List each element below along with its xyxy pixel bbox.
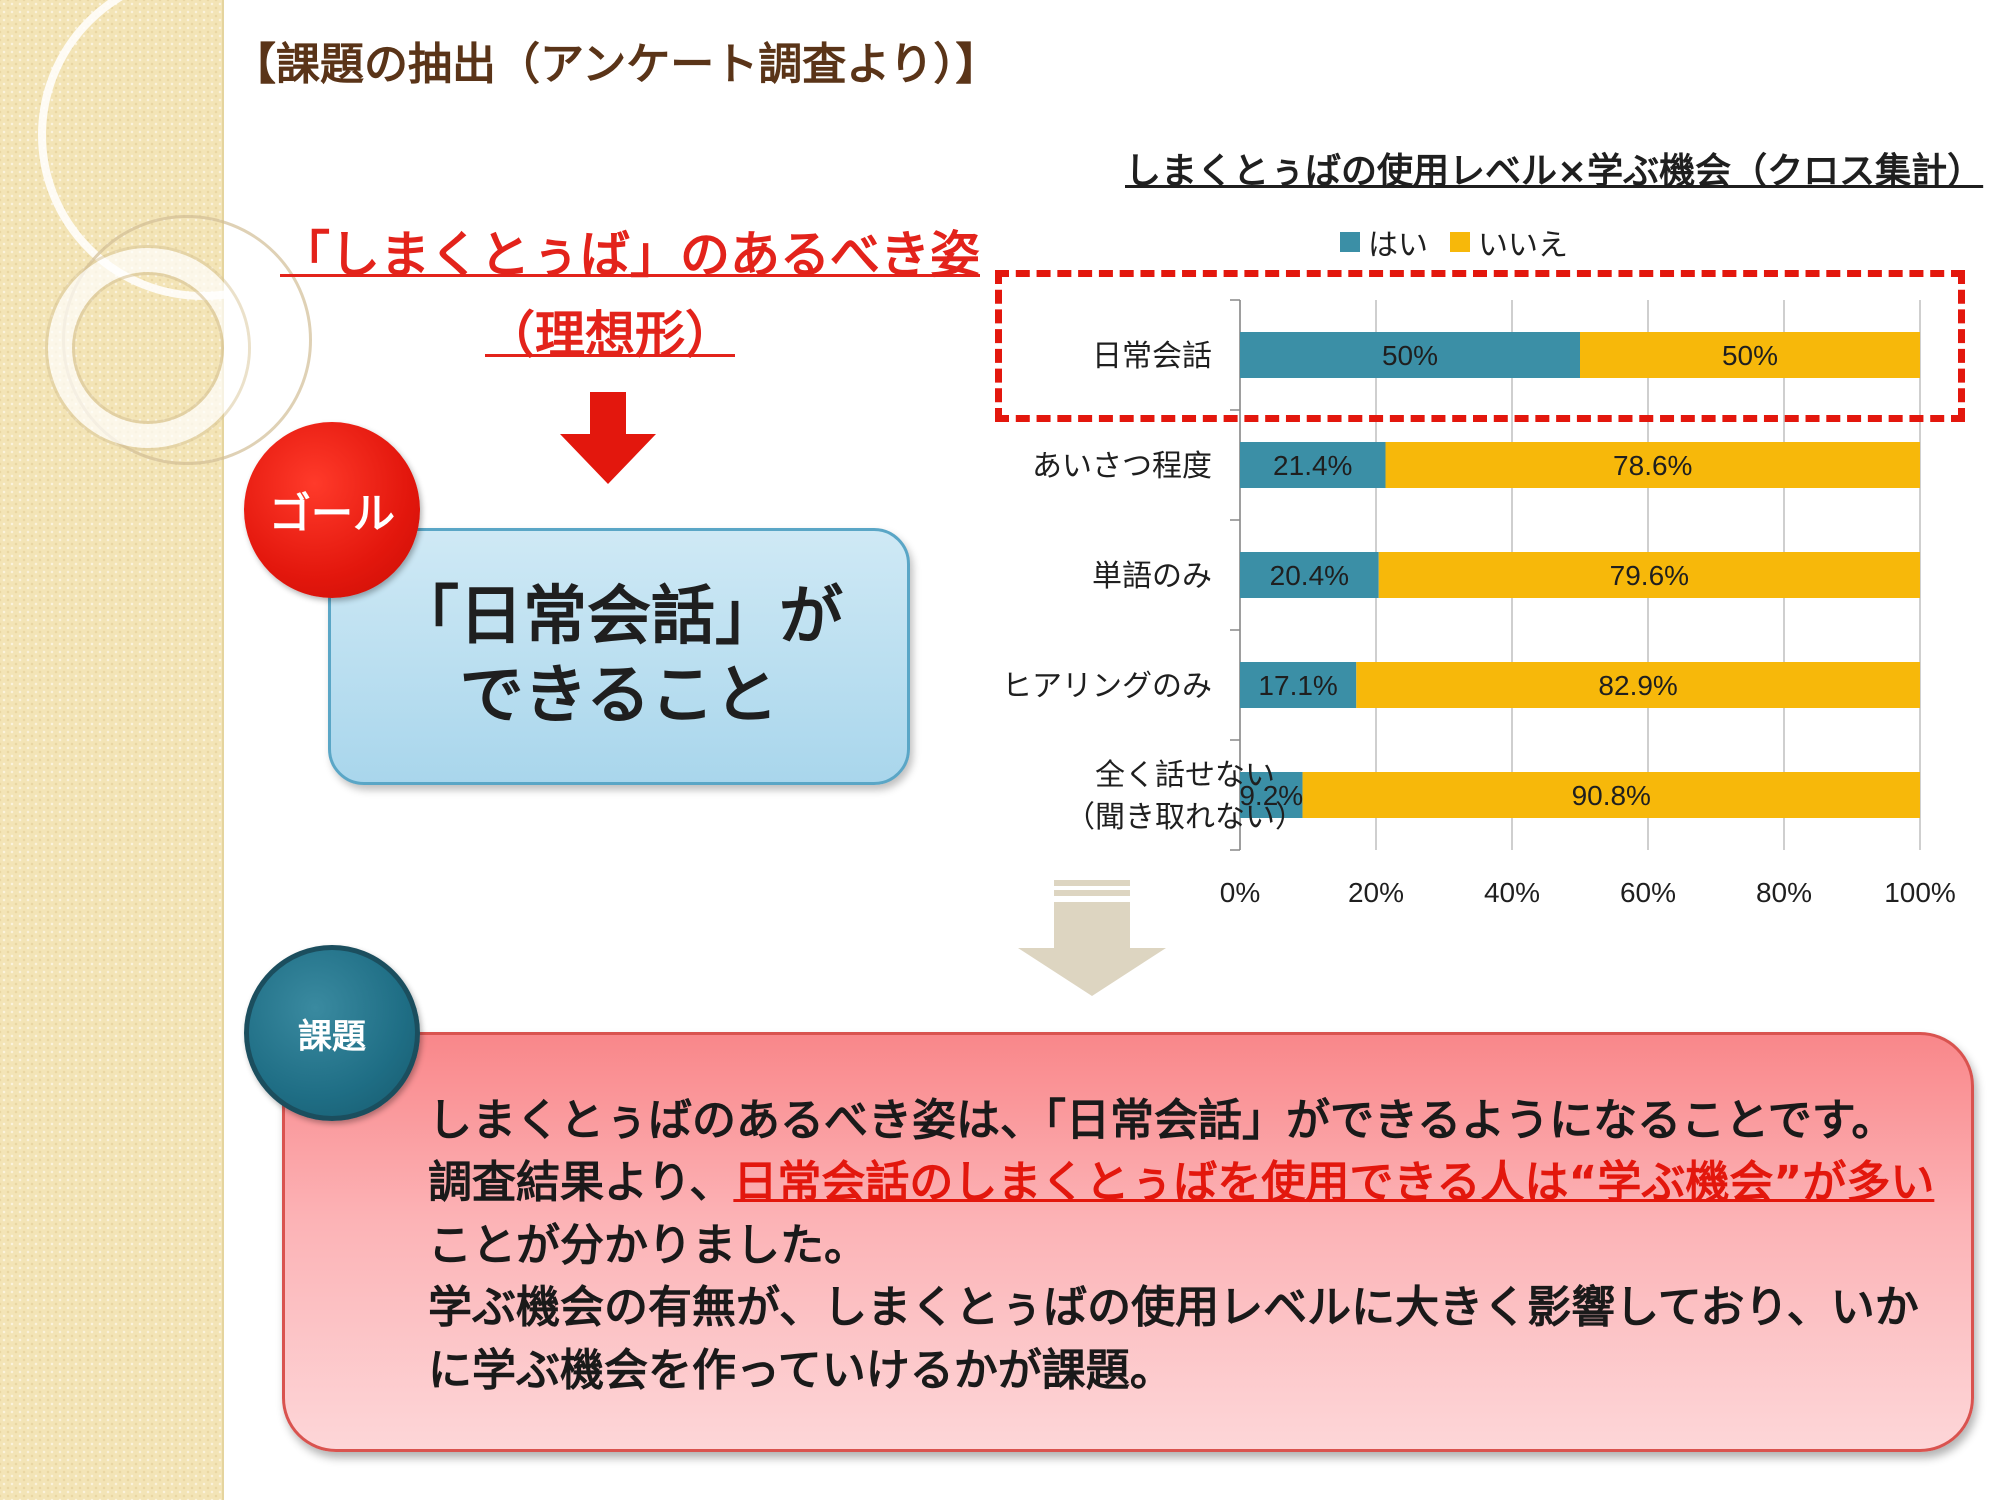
ideal-line1: 「しまくとぅば」のあるべき姿 bbox=[280, 226, 980, 284]
stacked-bar-chart: 0% 20% 40% 60% 80% 100% 50% 50% 日常会話 21.4% 78.6% あい… bbox=[1002, 299, 1956, 908]
issue-paragraph-1: しまくとぅばのあるべき姿は、「日常会話」ができるようになることです。 bbox=[428, 1095, 1896, 1146]
x-tick-label: 80% bbox=[1756, 877, 1812, 908]
bar-segment-yes bbox=[1240, 332, 1580, 378]
category-label: あいさつ程度 bbox=[1032, 449, 1212, 484]
issue-text: しまくとぅばのあるべき姿は、「日常会話」ができるようになることです。 調査結果よ… bbox=[428, 1090, 1948, 1402]
legend-swatch-no bbox=[1450, 232, 1470, 252]
issue-p2-prefix: 調査結果より、 bbox=[428, 1157, 734, 1209]
bar-segment-no bbox=[1385, 442, 1920, 488]
category-label: 日常会話 bbox=[1092, 339, 1212, 374]
data-label: 17.1% bbox=[1258, 670, 1337, 701]
legend-item-no: いいえ bbox=[1450, 220, 1568, 264]
goal-badge: ゴール bbox=[244, 422, 420, 598]
chart-title: しまくとぅばの使用レベル×学ぶ機会（クロス集計） bbox=[1125, 151, 1984, 192]
data-label: 9.2% bbox=[1239, 780, 1303, 811]
decorative-ring bbox=[48, 248, 248, 448]
slide-title: 【課題の抽出（アンケート調査より）】 bbox=[232, 39, 1000, 90]
bar-segment-yes bbox=[1240, 442, 1386, 488]
category-label: 全く話せない bbox=[1095, 758, 1275, 793]
ideal-line2: （理想形） bbox=[485, 306, 735, 364]
x-tick-label: 40% bbox=[1484, 877, 1540, 908]
data-label: 79.6% bbox=[1610, 560, 1689, 591]
category-label: ヒアリングのみ bbox=[1002, 669, 1212, 704]
data-label: 21.4% bbox=[1273, 450, 1352, 481]
goal-box: 「日常会話」が できること bbox=[328, 528, 910, 785]
down-arrow-icon bbox=[1018, 880, 1166, 996]
highlight-frame bbox=[995, 270, 1965, 422]
bar-segment-no bbox=[1302, 772, 1920, 818]
issue-paragraph-3: 学ぶ機会の有無が、しまくとぅばの使用レベルに大きく影響しており、いかに学ぶ機会を… bbox=[428, 1282, 1919, 1396]
x-tick-label: 20% bbox=[1348, 877, 1404, 908]
goal-text-line2: できること bbox=[459, 658, 779, 733]
x-tick-label: 0% bbox=[1220, 877, 1260, 908]
legend-swatch-yes bbox=[1340, 232, 1360, 252]
bar-segment-no bbox=[1356, 662, 1920, 708]
chart-legend: はい いいえ bbox=[1340, 220, 1568, 264]
data-label: 20.4% bbox=[1270, 560, 1349, 591]
data-label: 50% bbox=[1382, 340, 1438, 371]
issue-badge: 課題 bbox=[244, 945, 420, 1121]
bar-segment-no bbox=[1378, 552, 1920, 598]
category-label: （聞き取れない） bbox=[1065, 800, 1305, 835]
x-tick-label: 100% bbox=[1884, 877, 1956, 908]
x-tick-label: 60% bbox=[1620, 877, 1676, 908]
issue-emphasis: 日常会話のしまくとぅばを使用できる人は“学ぶ機会”が多い bbox=[733, 1157, 1935, 1209]
data-label: 90.8% bbox=[1572, 780, 1651, 811]
bar-segment-yes bbox=[1240, 772, 1303, 818]
category-label: 単語のみ bbox=[1092, 559, 1212, 594]
goal-text-line1: 「日常会話」が bbox=[395, 580, 843, 655]
bar-segment-yes bbox=[1240, 552, 1379, 598]
legend-item-yes: はい bbox=[1340, 220, 1428, 264]
bar-segment-no bbox=[1580, 332, 1920, 378]
issue-p2-suffix: ことが分かりました。 bbox=[428, 1219, 868, 1271]
down-arrow-icon bbox=[560, 392, 656, 484]
ideal-heading: 「しまくとぅば」のあるべき姿 （理想形） bbox=[280, 215, 980, 367]
data-label: 78.6% bbox=[1613, 450, 1692, 481]
legend-label-no: いいえ bbox=[1478, 228, 1568, 263]
issue-box: しまくとぅばのあるべき姿は、「日常会話」ができるようになることです。 調査結果よ… bbox=[282, 1032, 1974, 1452]
issue-paragraph-2: 調査結果より、日常会話のしまくとぅばを使用できる人は“学ぶ機会”が多いことが分か… bbox=[428, 1152, 1948, 1277]
bar-segment-yes bbox=[1240, 662, 1357, 708]
legend-label-yes: はい bbox=[1368, 228, 1428, 263]
data-label: 82.9% bbox=[1598, 670, 1677, 701]
data-label: 50% bbox=[1722, 340, 1778, 371]
